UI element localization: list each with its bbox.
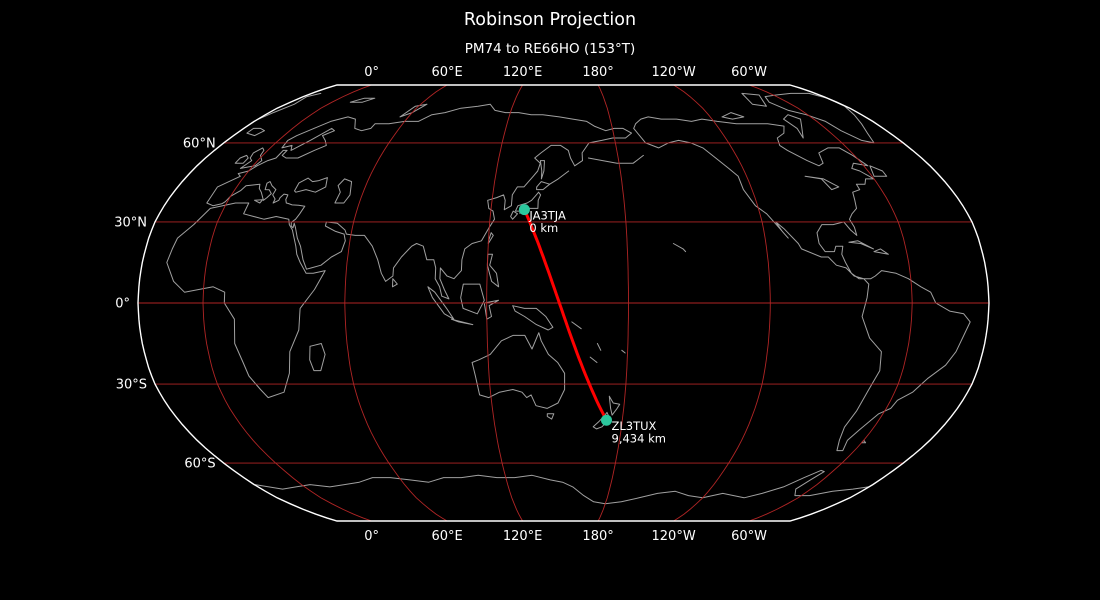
coastline: [460, 283, 485, 315]
axis-label-left: 30°N: [114, 215, 147, 230]
coastline: [450, 318, 474, 326]
coastline: [309, 343, 326, 372]
map-boundary: [137, 84, 990, 522]
axis-label-bottom: 60°E: [431, 529, 462, 544]
coastline: [587, 154, 644, 164]
coastline: [869, 165, 888, 177]
station-distance: 0 km: [529, 221, 558, 235]
coastline: [392, 278, 398, 288]
coastline: [334, 178, 353, 204]
coastline: [764, 92, 875, 144]
coastline: [239, 147, 265, 169]
coastline: [589, 356, 598, 363]
station-distance: 9,434 km: [612, 432, 666, 446]
axis-label-bottom: 120°E: [503, 529, 543, 544]
axis-label-top: 120°W: [652, 65, 696, 80]
axis-label-left: 60°S: [184, 457, 215, 472]
coastline: [254, 469, 869, 505]
axis-label-bottom: 0°: [364, 529, 379, 544]
coastline: [741, 92, 767, 107]
coastline: [721, 112, 745, 120]
coastline: [633, 116, 971, 452]
coastline: [536, 181, 551, 191]
coastline: [621, 349, 626, 354]
station-marker-ZL3TUX: [601, 414, 612, 426]
coastline: [873, 248, 889, 255]
coastline: [512, 305, 554, 331]
axis-label-left: 30°S: [116, 378, 147, 393]
station-callsign: ZL3TUX: [612, 419, 657, 433]
station-marker-JA3TJA: [518, 204, 530, 216]
coastline: [539, 160, 545, 180]
coastline: [294, 177, 328, 193]
great-circle-path: [522, 208, 608, 422]
axis-label-top: 0°: [364, 65, 379, 80]
axis-label-left: 60°N: [183, 136, 216, 151]
coastline: [571, 321, 582, 330]
coastline: [608, 395, 621, 416]
coastline: [510, 210, 518, 220]
coastline: [804, 175, 840, 191]
coastline: [486, 253, 500, 288]
coastline: [546, 413, 555, 420]
coastline: [349, 97, 376, 103]
coastline: [596, 343, 602, 351]
coastline: [399, 103, 428, 118]
coastline: [848, 240, 874, 250]
map-subtitle: PM74 to RE66HO (153°T): [464, 41, 636, 57]
coastline: [783, 114, 804, 139]
coastline: [254, 199, 264, 204]
axis-label-top: 60°W: [731, 65, 767, 80]
coastline: [549, 170, 570, 185]
coastline: [427, 286, 455, 320]
station-callsign: JA3TJA: [528, 209, 566, 223]
coastline: [166, 202, 326, 399]
axis-label-left: 0°: [115, 297, 130, 312]
axis-label-bottom: 180°: [582, 529, 613, 544]
axis-label-top: 120°E: [503, 65, 543, 80]
coastline: [234, 154, 249, 164]
map-title: Robinson Projection: [463, 10, 637, 30]
axis-label-bottom: 120°W: [652, 529, 696, 544]
axis-label-bottom: 60°W: [731, 529, 767, 544]
axis-label-top: 60°E: [431, 65, 462, 80]
axis-label-top: 180°: [582, 65, 613, 80]
coastline: [246, 127, 265, 137]
coastline: [258, 92, 322, 120]
coastline: [206, 103, 632, 300]
coastline: [672, 243, 687, 253]
coastline: [471, 332, 566, 409]
